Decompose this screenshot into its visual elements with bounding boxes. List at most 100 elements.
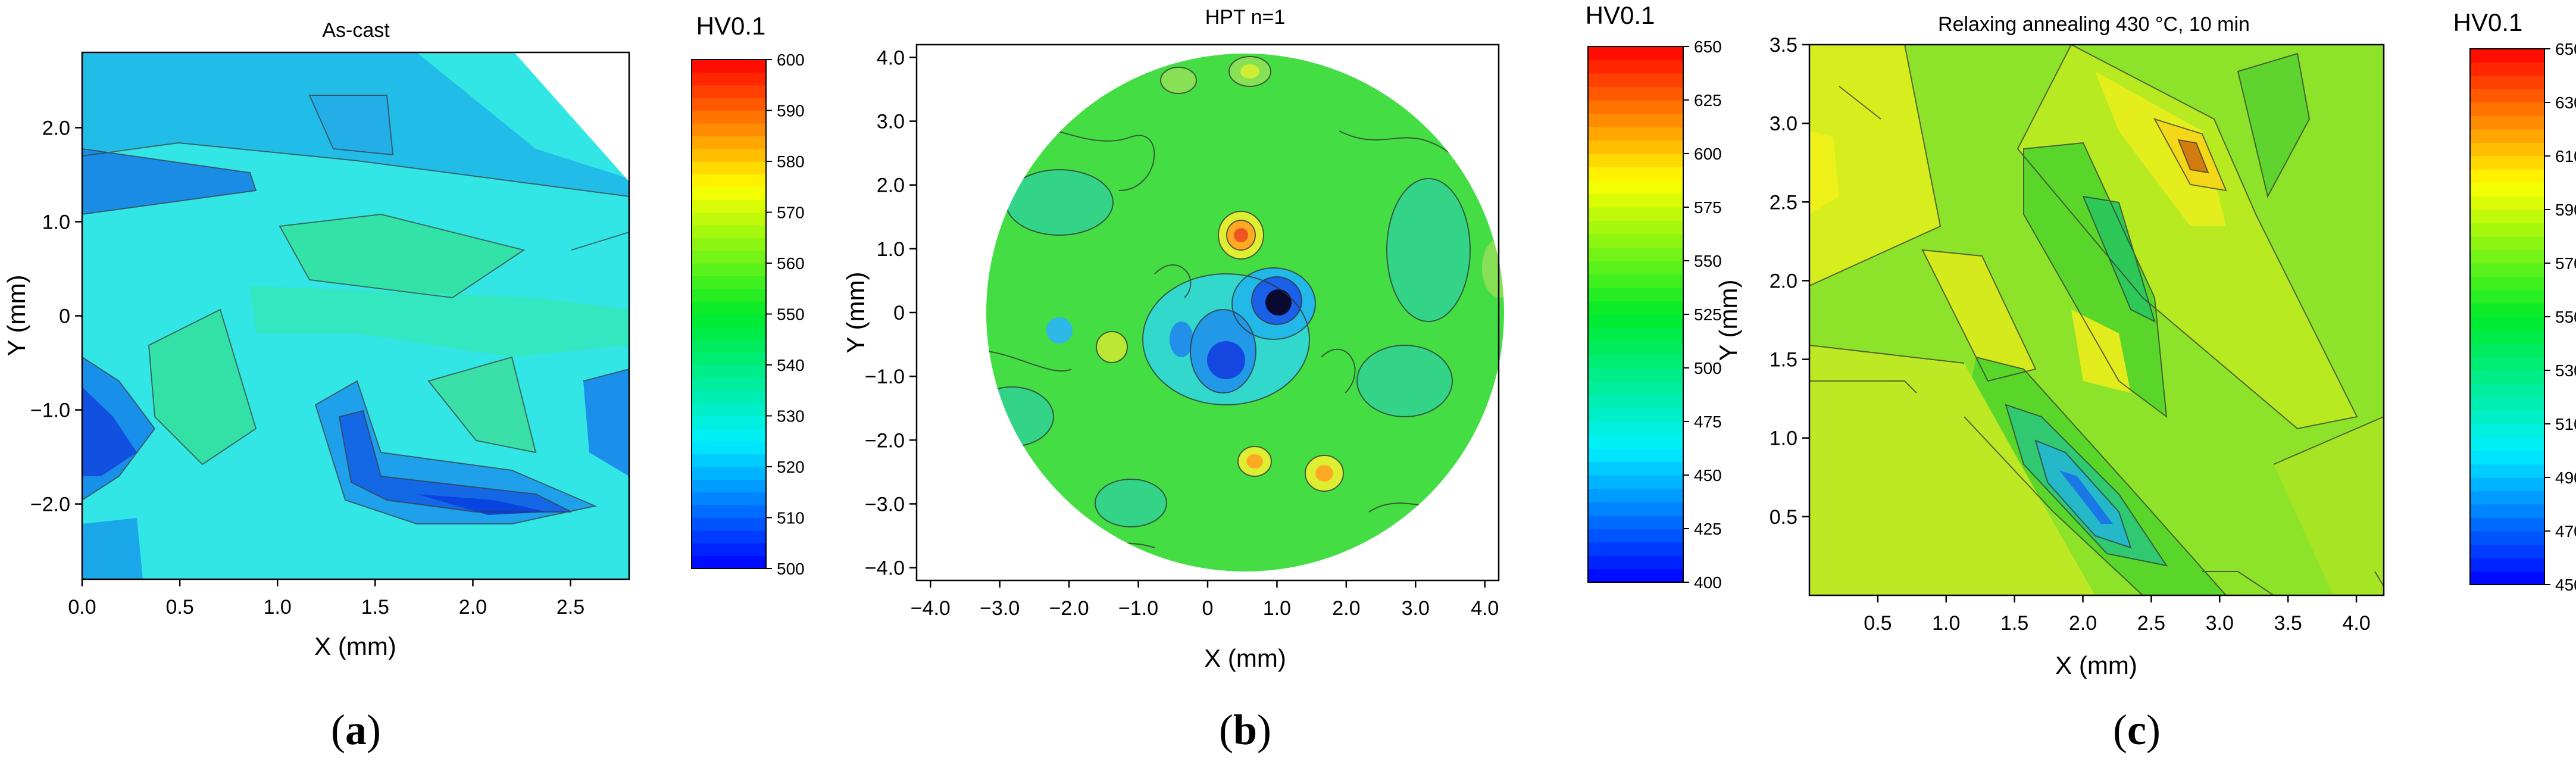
- colorbar-band: [1588, 421, 1683, 436]
- colorbar-band: [2470, 357, 2544, 371]
- colorbar-band: [692, 238, 766, 251]
- chart-a-plot: [82, 52, 629, 579]
- colorbar-band: [2470, 571, 2544, 585]
- colorbar-band: [1588, 86, 1683, 101]
- colorbar-tick-label: 550: [2555, 308, 2576, 326]
- chart-b-axes: −4.0 −3.0 −2.0 −1.0 0 1.0 2.0 3.0 4.0 −4.0 −3.0 −2.…: [865, 43, 1500, 620]
- colorbar-tick-label: 530: [777, 407, 805, 426]
- chart-b-blob: [1357, 345, 1452, 417]
- colorbar-band: [2470, 290, 2544, 304]
- svg-text:(a): (a): [331, 706, 381, 754]
- colorbar-band: [2470, 531, 2544, 545]
- colorbar-band: [1588, 234, 1683, 248]
- colorbar-tick-label: 510: [777, 509, 805, 527]
- colorbar-band: [2470, 477, 2544, 492]
- colorbar-band: [1588, 542, 1683, 556]
- colorbar-tick-label: 600: [777, 51, 805, 69]
- colorbar-band: [692, 377, 766, 391]
- y-tick-label: −1.0: [30, 399, 70, 422]
- x-tick-label: 1.0: [1263, 597, 1291, 620]
- colorbar-band: [1588, 529, 1683, 543]
- y-tick-label: 1.0: [1770, 427, 1797, 450]
- colorbar-band: [1588, 502, 1683, 516]
- colorbar-band: [692, 505, 766, 519]
- chart-b-blob: [1095, 479, 1167, 527]
- x-tick-label: 1.5: [361, 596, 389, 619]
- colorbar-tick-label: 590: [777, 102, 805, 120]
- colorbar-band: [692, 60, 766, 73]
- colorbar-band: [692, 352, 766, 366]
- y-tick-label: −4.0: [865, 557, 905, 580]
- chart-a-colorbar: 500 510 520 530 540 550 560 570 580 590 600: [691, 51, 805, 578]
- colorbar-band: [2470, 504, 2544, 519]
- chart-b-contours: [986, 56, 1477, 548]
- colorbar-band: [2470, 330, 2544, 344]
- colorbar-band: [692, 263, 766, 276]
- colorbar-band: [1588, 395, 1683, 409]
- colorbar-tick-label: 575: [1694, 198, 1722, 217]
- y-tick-label: −2.0: [865, 429, 905, 452]
- panel-letter-a: a: [345, 706, 367, 754]
- chart-a-ylabel: Y (mm): [2, 275, 30, 357]
- chart-c-title: Relaxing annealing 430 °C, 10 min: [1938, 13, 2250, 36]
- colorbar-band: [692, 390, 766, 404]
- colorbar-band: [2470, 62, 2544, 76]
- colorbar-band: [2470, 142, 2544, 157]
- x-tick-label: 3.5: [2274, 612, 2302, 635]
- colorbar-band: [692, 530, 766, 544]
- chart-b-blob: [1482, 238, 1504, 298]
- colorbar-band: [692, 365, 766, 378]
- chart-c-region-peak-core: [2178, 140, 2208, 173]
- colorbar-tick-label: 630: [2555, 93, 2576, 112]
- x-tick-label: 2.0: [2069, 612, 2097, 635]
- colorbar-band: [2470, 236, 2544, 251]
- colorbar-band: [692, 428, 766, 442]
- colorbar-tick-label: 650: [1694, 38, 1722, 56]
- chart-a-region-left-green: [149, 310, 256, 464]
- colorbar-band: [2470, 102, 2544, 117]
- colorbar-tick-label: 530: [2555, 361, 2576, 380]
- colorbar-band: [1588, 354, 1683, 368]
- chart-c-axes: 0.5 1.0 1.5 2.0 2.5 3.0 3.5 4.0 0.5 1.0 1.5 2.0 2.5 3…: [1770, 34, 2371, 635]
- colorbar-band: [1588, 301, 1683, 315]
- chart-b-peak: [1240, 64, 1259, 79]
- colorbar-band: [2470, 169, 2544, 183]
- colorbar-band: [692, 136, 766, 149]
- colorbar-band: [692, 110, 766, 124]
- chart-b-peak: [1234, 228, 1248, 242]
- colorbar-band: [1588, 288, 1683, 302]
- chart-a-region-center-green: [250, 286, 629, 357]
- chart-b-blobs: [986, 57, 1504, 527]
- chart-c-colorbar: 450 470 490 510 530 550 570 590 610 630 650: [2469, 40, 2576, 594]
- x-tick-label: 1.0: [1932, 612, 1960, 635]
- colorbar-band: [692, 301, 766, 315]
- colorbar-band: [1588, 341, 1683, 355]
- chart-c-plot-frame: [1808, 43, 2385, 597]
- chart-b: HPT n=1: [842, 1, 1722, 672]
- y-tick-label: 2.0: [42, 117, 70, 139]
- colorbar-band: [2470, 464, 2544, 478]
- colorbar-band: [692, 326, 766, 340]
- colorbar-band: [692, 161, 766, 174]
- colorbar-band: [692, 199, 766, 213]
- y-tick-label: −2.0: [30, 494, 70, 516]
- colorbar-tick-label: 610: [2555, 147, 2576, 165]
- chart-b-title: HPT n=1: [1205, 6, 1286, 29]
- colorbar-band: [692, 123, 766, 136]
- colorbar-band: [1588, 193, 1683, 208]
- colorbar-band: [1588, 60, 1683, 74]
- y-tick-label: 3.0: [1770, 113, 1797, 135]
- colorbar-tick-label: 550: [1694, 252, 1722, 270]
- colorbar-band: [2470, 76, 2544, 90]
- colorbar-band: [1588, 167, 1683, 181]
- y-tick-label: 0: [59, 305, 70, 328]
- chart-c-region-valley-core: [2059, 470, 2113, 524]
- colorbar-band: [1588, 408, 1683, 422]
- colorbar-band: [1588, 569, 1683, 583]
- chart-b-blob: [1161, 67, 1196, 93]
- colorbar-band: [2470, 156, 2544, 170]
- colorbar-band: [692, 98, 766, 111]
- chart-b-peak: [1315, 465, 1333, 482]
- colorbar-band: [692, 186, 766, 200]
- colorbar-band: [692, 288, 766, 302]
